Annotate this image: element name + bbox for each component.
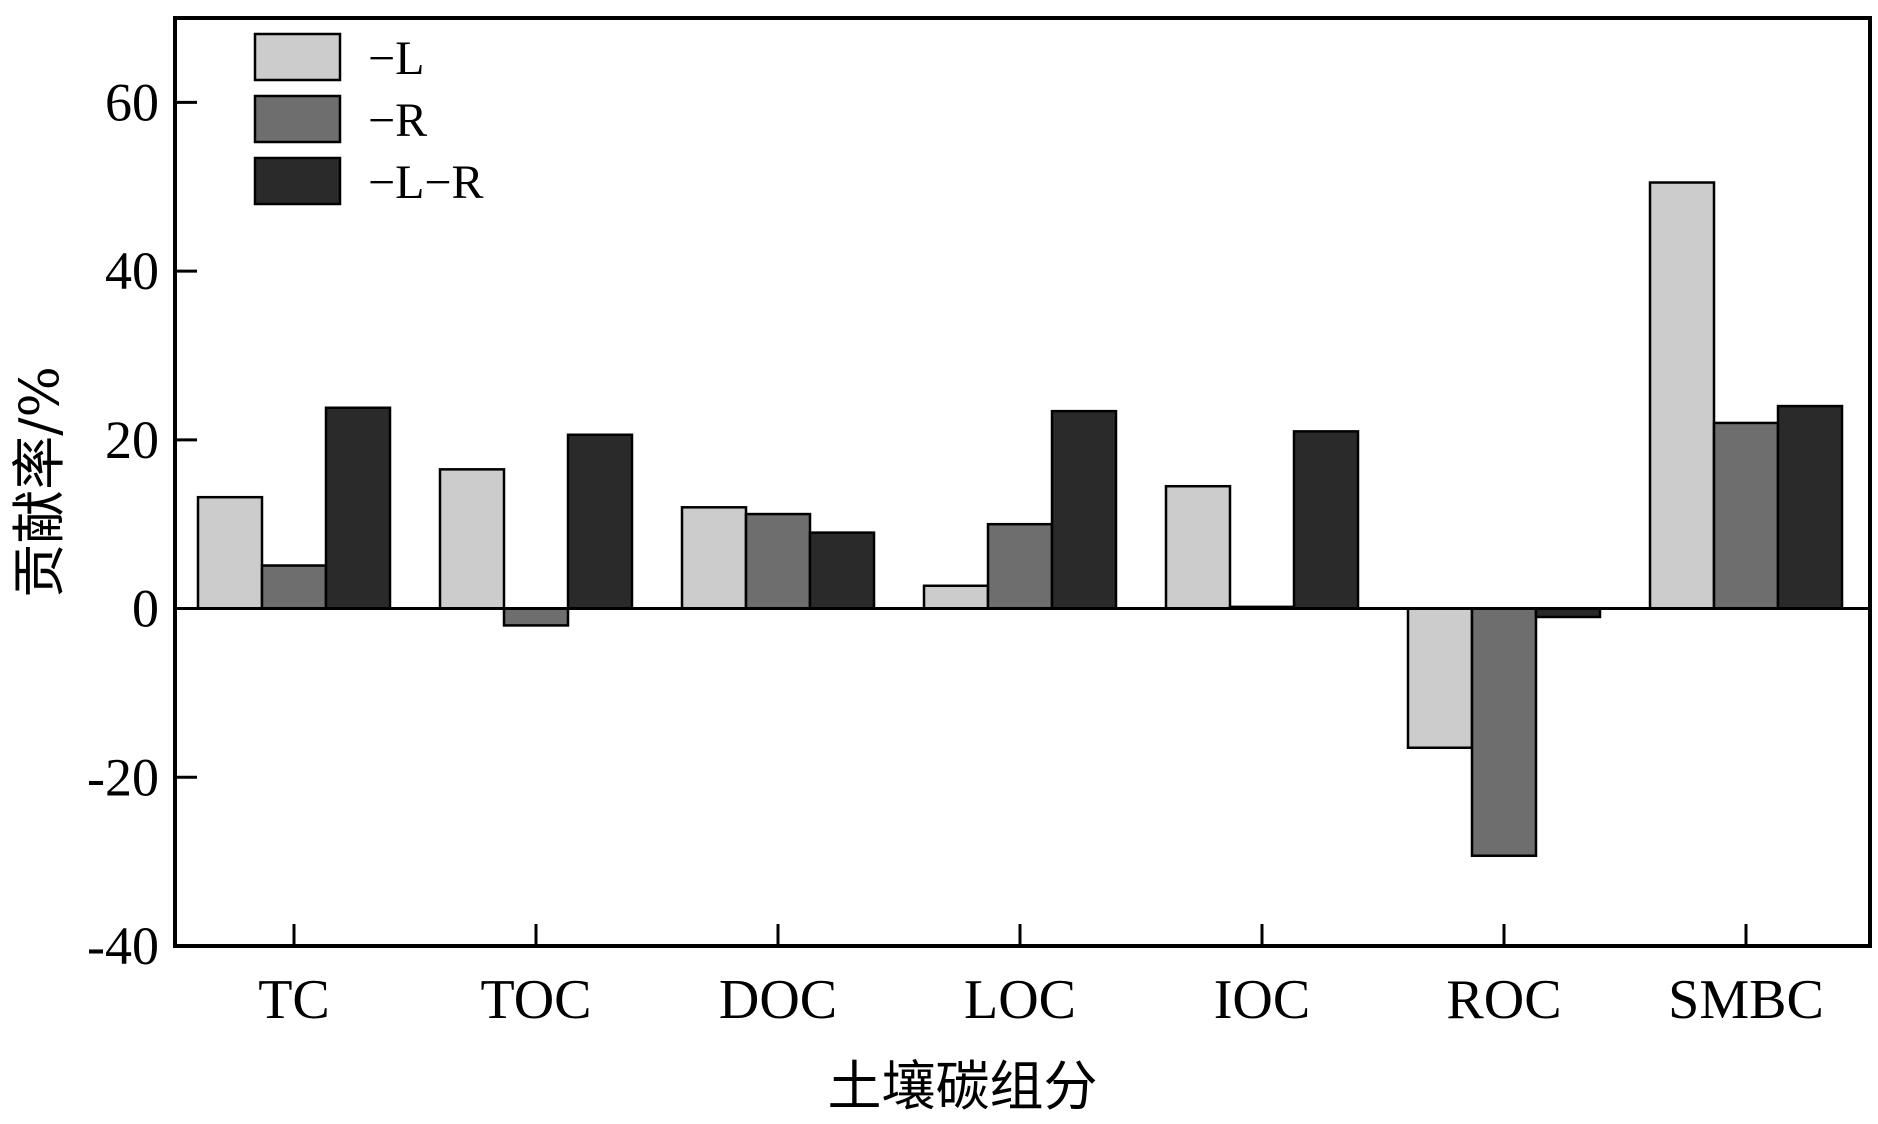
bar-doc-series-1 [680,506,748,610]
plot-frame [173,16,1872,948]
y-tick-label: -40 [87,916,159,976]
legend: −L−R−L−R [253,32,483,209]
legend-swatch-2 [253,94,342,144]
bars-layer [196,181,1844,857]
bar-tc-series-2 [260,564,328,610]
x-tick-label-roc: ROC [1446,969,1561,1031]
bar-loc-series-2 [986,522,1054,610]
legend-label-1: −L [368,32,424,85]
y-tick-label: 20 [105,410,159,470]
y-tick-label: -20 [87,747,159,807]
legend-swatch-1 [253,32,342,82]
bar-toc-series-2 [502,607,570,627]
legend-swatch-3 [253,156,342,206]
bar-loc-series-3 [1050,409,1118,610]
y-tick-label: 0 [132,579,159,639]
bar-toc-series-1 [438,468,506,610]
x-axis-title: 土壤碳组分 [828,1055,1098,1118]
y-tick-label: 60 [105,72,159,132]
bar-doc-series-3 [808,531,876,610]
axes-layer: TC TOC DOC LOC IOC ROC SMBC -40 -20 0 20 40 60 [87,16,1872,1031]
x-tick-label-ioc: IOC [1214,969,1310,1031]
x-tick-label-doc: DOC [719,969,837,1031]
x-tick-label-smbc: SMBC [1668,969,1824,1031]
bar-ioc-series-3 [1292,430,1360,610]
bar-ioc-series-1 [1164,484,1232,610]
bar-smbc-series-1 [1648,181,1716,610]
bar-smbc-series-3 [1776,404,1844,610]
y-tick-label: 40 [105,241,159,301]
y-axis-title: 贡献率/% [8,366,71,598]
legend-label-2: −R [368,94,427,147]
bar-roc-series-2 [1470,607,1538,857]
x-tick-label-toc: TOC [481,969,592,1031]
bar-loc-series-1 [922,584,990,610]
bar-tc-series-1 [196,495,264,610]
bar-toc-series-3 [566,433,634,610]
bar-roc-series-1 [1406,607,1474,749]
legend-label-3: −L−R [368,156,483,209]
bar-tc-series-3 [324,406,392,610]
x-tick-label-tc: TC [258,969,330,1031]
bar-doc-series-2 [744,512,812,610]
bar-smbc-series-2 [1712,421,1780,610]
x-tick-label-loc: LOC [964,969,1076,1031]
